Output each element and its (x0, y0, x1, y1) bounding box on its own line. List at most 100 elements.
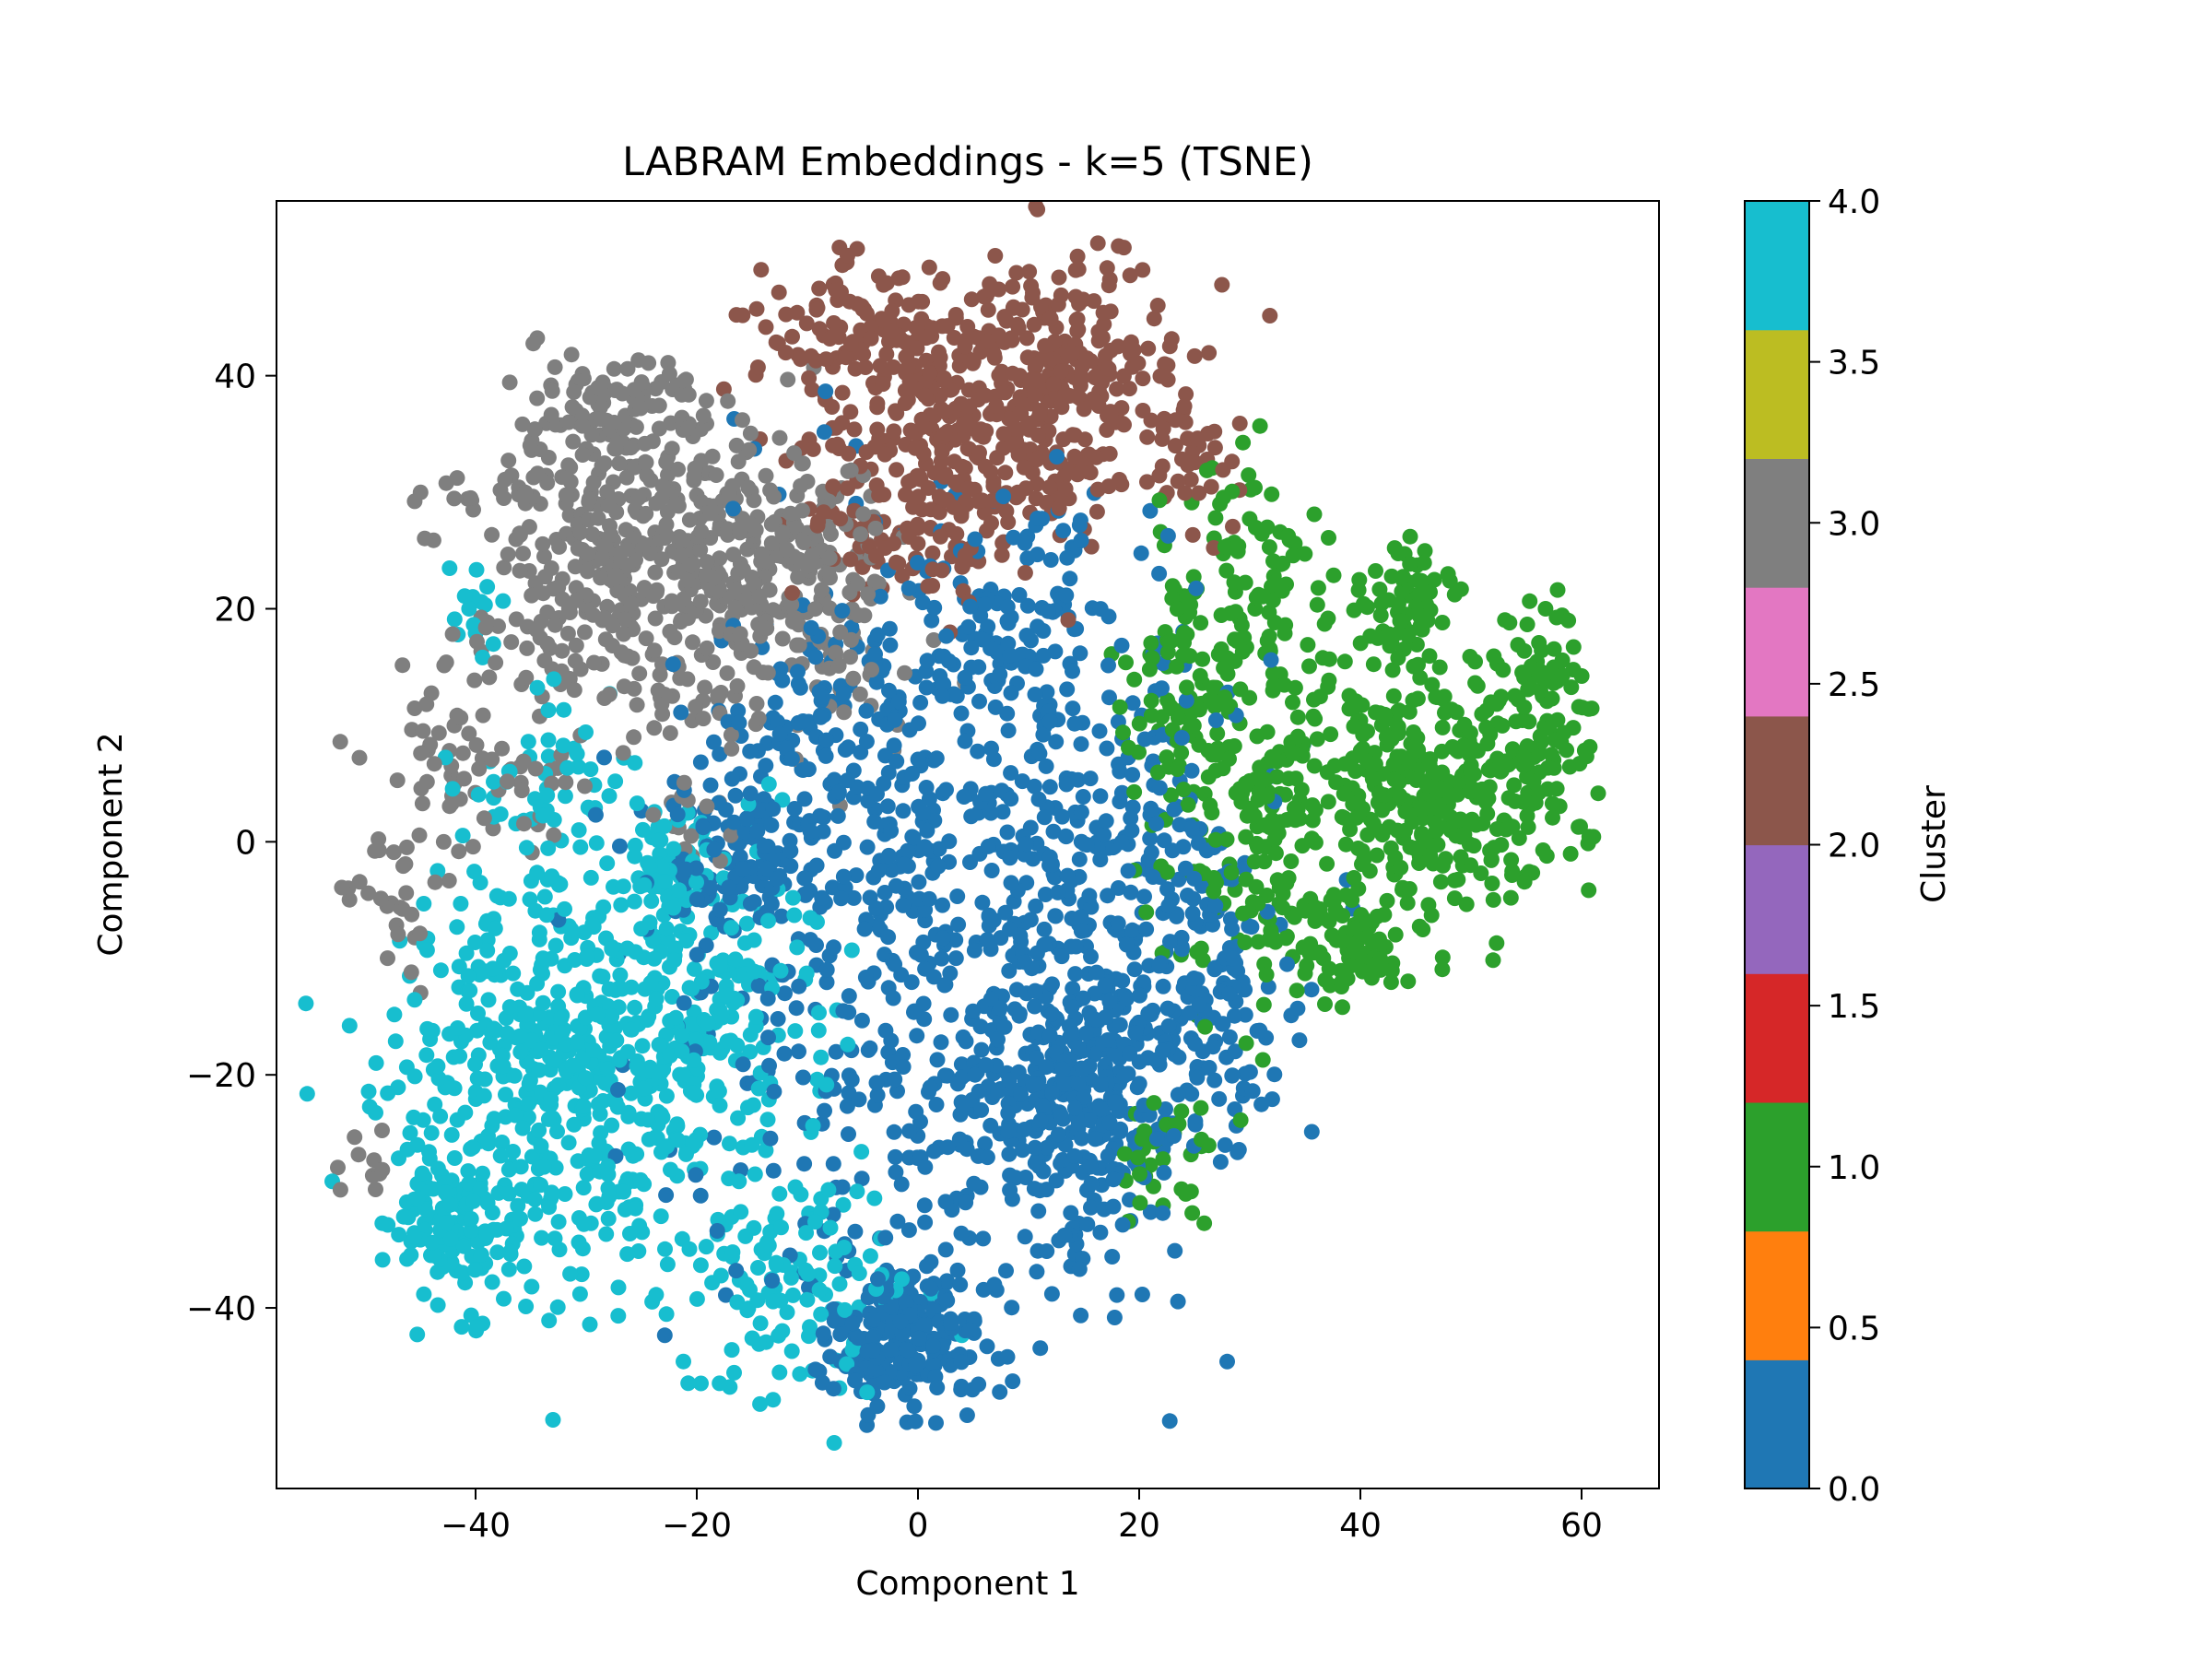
scatter-point-cluster-3 (850, 607, 866, 623)
scatter-point-cluster-0 (1065, 981, 1081, 997)
scatter-point-cluster-4 (623, 1085, 640, 1101)
scatter-point-cluster-3 (729, 677, 746, 694)
scatter-point-cluster-1 (1521, 713, 1537, 730)
scatter-point-cluster-0 (1056, 1227, 1073, 1243)
scatter-point-cluster-0 (742, 743, 759, 759)
scatter-point-cluster-0 (827, 842, 842, 859)
scatter-point-cluster-3 (742, 425, 759, 441)
scatter-point-cluster-0 (1035, 647, 1052, 664)
scatter-point-cluster-1 (1381, 592, 1397, 608)
scatter-point-cluster-2 (1225, 518, 1241, 535)
scatter-point-cluster-1 (1406, 724, 1422, 740)
scatter-point-cluster-1 (1254, 1052, 1271, 1068)
scatter-point-cluster-0 (952, 1277, 969, 1293)
scatter-point-cluster-0 (967, 531, 983, 547)
scatter-point-cluster-0 (736, 824, 753, 841)
scatter-point-cluster-3 (925, 632, 942, 648)
scatter-point-cluster-4 (656, 818, 673, 834)
scatter-point-cluster-2 (1087, 369, 1103, 385)
scatter-point-cluster-3 (748, 696, 765, 712)
scatter-point-cluster-0 (924, 1356, 941, 1372)
scatter-point-cluster-3 (725, 547, 742, 563)
scatter-point-cluster-4 (432, 1108, 449, 1124)
scatter-point-cluster-2 (1060, 612, 1077, 629)
scatter-point-cluster-2 (863, 319, 879, 335)
scatter-point-cluster-2 (855, 346, 872, 362)
scatter-point-cluster-0 (907, 1413, 924, 1430)
scatter-point-cluster-3 (795, 535, 812, 550)
scatter-point-cluster-3 (842, 462, 859, 478)
scatter-point-cluster-1 (1559, 742, 1575, 759)
scatter-point-cluster-1 (1446, 586, 1463, 603)
scatter-point-cluster-2 (876, 276, 892, 293)
scatter-point-cluster-0 (1140, 1050, 1157, 1066)
scatter-point-cluster-1 (1479, 735, 1496, 752)
scatter-point-cluster-4 (681, 1241, 698, 1257)
scatter-point-cluster-4 (374, 1215, 391, 1231)
scatter-point-cluster-0 (1000, 1123, 1017, 1139)
scatter-point-cluster-0 (1038, 758, 1054, 774)
scatter-point-cluster-4 (760, 776, 777, 793)
scatter-point-cluster-0 (1156, 832, 1172, 849)
scatter-point-cluster-1 (1285, 694, 1300, 711)
scatter-point-cluster-4 (577, 1070, 594, 1087)
scatter-point-cluster-0 (835, 1003, 852, 1019)
scatter-point-cluster-4 (623, 979, 640, 995)
scatter-point-cluster-2 (1045, 376, 1062, 393)
scatter-point-cluster-1 (1254, 588, 1271, 605)
scatter-point-cluster-3 (639, 467, 655, 484)
scatter-point-cluster-1 (1485, 891, 1501, 908)
scatter-point-cluster-1 (1306, 506, 1323, 523)
scatter-point-cluster-0 (1214, 1016, 1230, 1032)
scatter-point-cluster-3 (468, 736, 485, 753)
scatter-point-cluster-4 (444, 781, 461, 797)
scatter-point-cluster-3 (842, 649, 858, 665)
scatter-point-cluster-4 (789, 939, 806, 956)
scatter-point-cluster-4 (836, 1240, 853, 1255)
scatter-point-cluster-0 (928, 1097, 945, 1112)
scatter-point-cluster-1 (1300, 637, 1316, 653)
scatter-point-cluster-0 (888, 1164, 904, 1181)
scatter-point-cluster-4 (429, 1297, 446, 1313)
scatter-point-cluster-4 (529, 975, 546, 992)
scatter-point-cluster-0 (1170, 1293, 1186, 1310)
scatter-point-cluster-0 (1227, 1007, 1242, 1024)
scatter-point-cluster-2 (735, 307, 751, 324)
scatter-point-cluster-3 (567, 559, 583, 575)
scatter-point-cluster-4 (642, 975, 659, 991)
scatter-point-cluster-1 (1115, 724, 1131, 741)
scatter-point-cluster-0 (900, 580, 917, 596)
scatter-point-cluster-4 (468, 561, 485, 578)
scatter-point-cluster-0 (1219, 1353, 1235, 1370)
scatter-point-cluster-4 (531, 1062, 547, 1078)
scatter-point-cluster-3 (481, 669, 498, 686)
scatter-point-cluster-0 (895, 803, 912, 819)
scatter-point-cluster-0 (922, 1079, 938, 1096)
scatter-point-cluster-4 (747, 1166, 763, 1182)
scatter-point-cluster-1 (1299, 958, 1315, 974)
scatter-point-cluster-4 (769, 1206, 785, 1222)
scatter-point-cluster-0 (830, 783, 847, 800)
scatter-point-cluster-1 (1519, 617, 1535, 632)
scatter-point-cluster-2 (1182, 471, 1199, 488)
scatter-point-cluster-3 (413, 781, 429, 796)
scatter-point-cluster-0 (816, 424, 832, 441)
scatter-point-cluster-0 (957, 669, 973, 686)
scatter-point-cluster-0 (1054, 1152, 1071, 1168)
scatter-point-cluster-2 (1005, 278, 1021, 295)
scatter-point-cluster-0 (1092, 788, 1109, 805)
scatter-point-cluster-1 (1349, 794, 1366, 811)
scatter-point-cluster-1 (1354, 697, 1371, 713)
scatter-point-cluster-2 (932, 528, 948, 545)
scatter-point-cluster-1 (1410, 742, 1427, 759)
scatter-point-cluster-4 (571, 822, 587, 839)
scatter-point-cluster-0 (924, 612, 940, 629)
scatter-point-cluster-3 (475, 707, 491, 724)
scatter-point-cluster-2 (826, 315, 842, 331)
scatter-point-cluster-4 (498, 1087, 513, 1103)
scatter-point-cluster-2 (985, 477, 1002, 494)
scatter-point-cluster-3 (628, 552, 643, 568)
scatter-point-cluster-4 (374, 1252, 391, 1268)
scatter-point-cluster-3 (394, 657, 411, 674)
scatter-point-cluster-0 (770, 713, 785, 730)
